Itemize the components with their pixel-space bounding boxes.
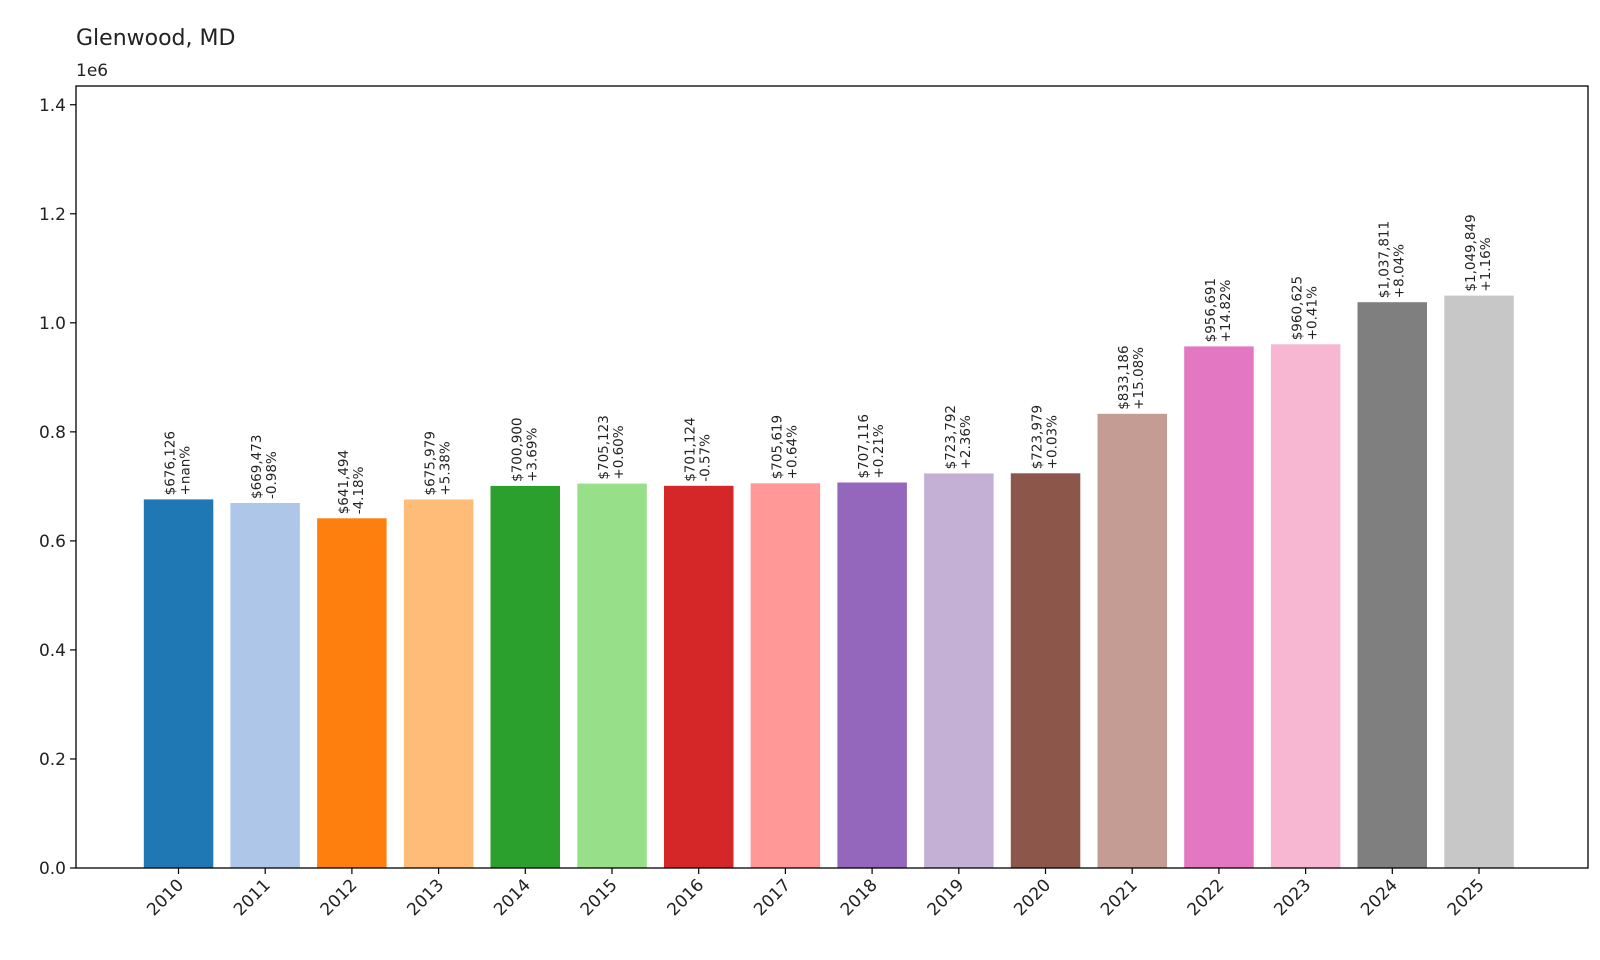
bar-value-label: $833,186: [1116, 345, 1132, 409]
x-axis: 2010 2011 2012 2013 2014 2015 2016 2017 2018 2019…: [143, 868, 1489, 920]
x-tick-label: 2019: [924, 875, 969, 920]
x-tick-label: 2011: [230, 875, 275, 920]
x-tick-label: 2017: [750, 875, 795, 920]
bar-2012: [317, 518, 387, 868]
y-tick-label: 0.2: [39, 750, 66, 770]
bar-2011: [230, 503, 300, 868]
x-tick-label: 2025: [1444, 875, 1489, 920]
bar-value-label: $960,625: [1290, 276, 1306, 340]
x-tick-label: 2024: [1357, 875, 1402, 920]
bar-2013: [403, 499, 474, 868]
bar-2023: [1270, 344, 1341, 868]
bar-2019: [924, 473, 994, 868]
bar-value-label: $700,900: [509, 417, 525, 481]
bar-value-label: $675,979: [423, 431, 439, 495]
x-tick-label: 2016: [664, 875, 709, 920]
bar-2018: [837, 482, 907, 868]
y-tick-label: 0.0: [39, 859, 66, 879]
bar-change-label: +3.69%: [524, 428, 540, 482]
bar-value-label: $705,123: [596, 415, 612, 479]
bar-2025: [1444, 295, 1514, 869]
x-tick-label: 2013: [403, 875, 448, 920]
x-tick-label: 2015: [577, 875, 622, 920]
bar-change-label: +0.60%: [611, 425, 627, 479]
bar-change-label: +0.21%: [871, 424, 887, 478]
y-axis: 0.0 0.2 0.4 0.6 0.8 1.0 1.2 1.4: [39, 96, 76, 879]
bar-change-label: -0.98%: [264, 451, 280, 499]
bar-value-label: $956,691: [1203, 278, 1219, 342]
y-tick-label: 0.8: [39, 423, 66, 443]
x-tick-label: 2022: [1184, 875, 1229, 920]
y-tick-label: 1.0: [39, 314, 66, 334]
bar-change-label: +14.82%: [1218, 279, 1234, 342]
bar-2015: [577, 483, 647, 868]
bar-2021: [1097, 413, 1167, 868]
bar-value-label: $705,619: [769, 415, 785, 479]
bar-value-label: $723,792: [943, 405, 959, 469]
bar-change-label: +nan%: [178, 446, 194, 496]
x-tick-label: 2012: [317, 875, 362, 920]
bar-value-label: $676,126: [163, 431, 179, 495]
bar-value-label: $1,049,849: [1463, 214, 1479, 291]
x-tick-label: 2021: [1097, 875, 1142, 920]
x-tick-label: 2018: [837, 875, 882, 920]
bar-change-label: +2.36%: [958, 415, 974, 469]
bar-2017: [750, 483, 821, 868]
bar-change-label: +1.16%: [1478, 237, 1494, 291]
bar-change-label: -4.18%: [351, 466, 367, 514]
y-tick-label: 1.4: [39, 96, 66, 116]
bar-2024: [1357, 302, 1427, 868]
bar-2022: [1184, 346, 1254, 868]
chart-title: Glenwood, MD: [76, 26, 235, 51]
x-tick-label: 2023: [1270, 875, 1315, 920]
bar-value-label: $707,116: [856, 414, 872, 478]
bar-value-label: $701,124: [683, 417, 699, 481]
bar-change-label: +0.64%: [784, 425, 800, 479]
bar-change-label: +0.03%: [1045, 415, 1061, 469]
plot-area-frame: [75, 85, 1589, 869]
bar-2020: [1010, 473, 1081, 868]
y-tick-label: 0.6: [39, 532, 66, 552]
y-axis-offset-label: 1e6: [76, 61, 108, 81]
bar-change-label: +5.38%: [438, 441, 454, 495]
bar-change-label: +8.04%: [1391, 244, 1407, 298]
bar-change-label: +15.08%: [1131, 347, 1147, 410]
x-tick-label: 2020: [1010, 875, 1055, 920]
bar-value-label: $1,037,811: [1376, 221, 1392, 298]
y-tick-label: 0.4: [39, 641, 66, 661]
x-tick-label: 2010: [143, 875, 188, 920]
bar-2016: [664, 485, 734, 868]
bar-2014: [490, 485, 560, 868]
bar-value-label: $723,979: [1030, 405, 1046, 469]
bars-group: [143, 295, 1514, 869]
bar-change-label: -0.57%: [698, 434, 714, 482]
bar-value-label: $669,473: [249, 435, 265, 499]
bar-2010: [143, 499, 214, 868]
bar-change-label: +0.41%: [1305, 286, 1321, 340]
bar-labels-group: $676,126 +nan% $669,473 -0.98% $641,494 -4.18…: [163, 214, 1495, 514]
y-tick-label: 1.2: [39, 205, 66, 225]
x-tick-label: 2014: [490, 875, 535, 920]
bar-value-label: $641,494: [336, 450, 352, 514]
